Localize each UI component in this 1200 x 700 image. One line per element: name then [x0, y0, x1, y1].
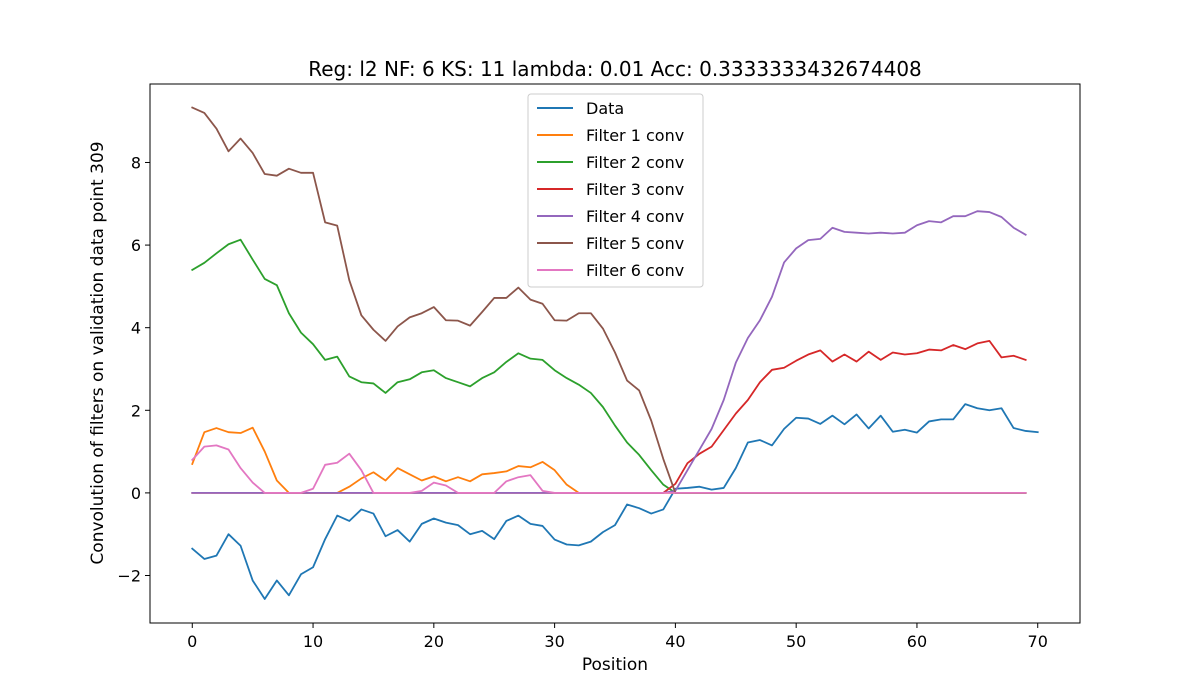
- y-tick-label: 0: [131, 484, 141, 503]
- x-axis-label: Position: [582, 655, 648, 675]
- legend-label: Filter 6 conv: [586, 261, 684, 280]
- x-tick-label: 30: [544, 632, 564, 651]
- y-tick-label: 6: [131, 236, 141, 255]
- x-tick-label: 70: [1028, 632, 1048, 651]
- legend-label: Filter 5 conv: [586, 234, 684, 253]
- y-tick-label: 4: [131, 319, 141, 338]
- legend-label: Filter 3 conv: [586, 180, 684, 199]
- plot-area: [149, 83, 1081, 624]
- y-tick-label: −2: [117, 567, 141, 586]
- x-tick-label: 50: [786, 632, 806, 651]
- x-tick-label: 10: [303, 632, 323, 651]
- legend-label: Filter 1 conv: [586, 126, 684, 145]
- y-axis-ticks: −2 0 2 4 6 8: [117, 153, 150, 586]
- axes-frame: [149, 83, 1081, 624]
- y-tick-label: 8: [131, 153, 141, 172]
- x-tick-label: 20: [424, 632, 444, 651]
- series-line-7: [190, 444, 1027, 494]
- legend-label: Filter 2 conv: [586, 153, 684, 172]
- x-tick-label: 40: [665, 632, 685, 651]
- legend-box: [527, 93, 704, 288]
- series-layer: [190, 106, 1039, 600]
- legend: Data Filter 1 conv Filter 2 conv Filter 3 c…: [527, 93, 704, 288]
- x-tick-label: 0: [187, 632, 197, 651]
- y-tick-label: 2: [131, 401, 141, 420]
- chart-title: Reg: l2 NF: 6 KS: 11 lambda: 0.01 Acc: 0…: [308, 57, 922, 81]
- series-line-1: [191, 403, 1039, 600]
- y-axis-label: Convolution of filters on validation dat…: [88, 141, 108, 564]
- legend-label: Filter 4 conv: [586, 207, 684, 226]
- x-axis-ticks: 0 10 20 30 40 50 60 70: [187, 623, 1048, 651]
- legend-label: Data: [586, 99, 624, 118]
- x-tick-label: 60: [907, 632, 927, 651]
- legend-entries: Data Filter 1 conv Filter 2 conv Filter 3 c…: [537, 99, 684, 280]
